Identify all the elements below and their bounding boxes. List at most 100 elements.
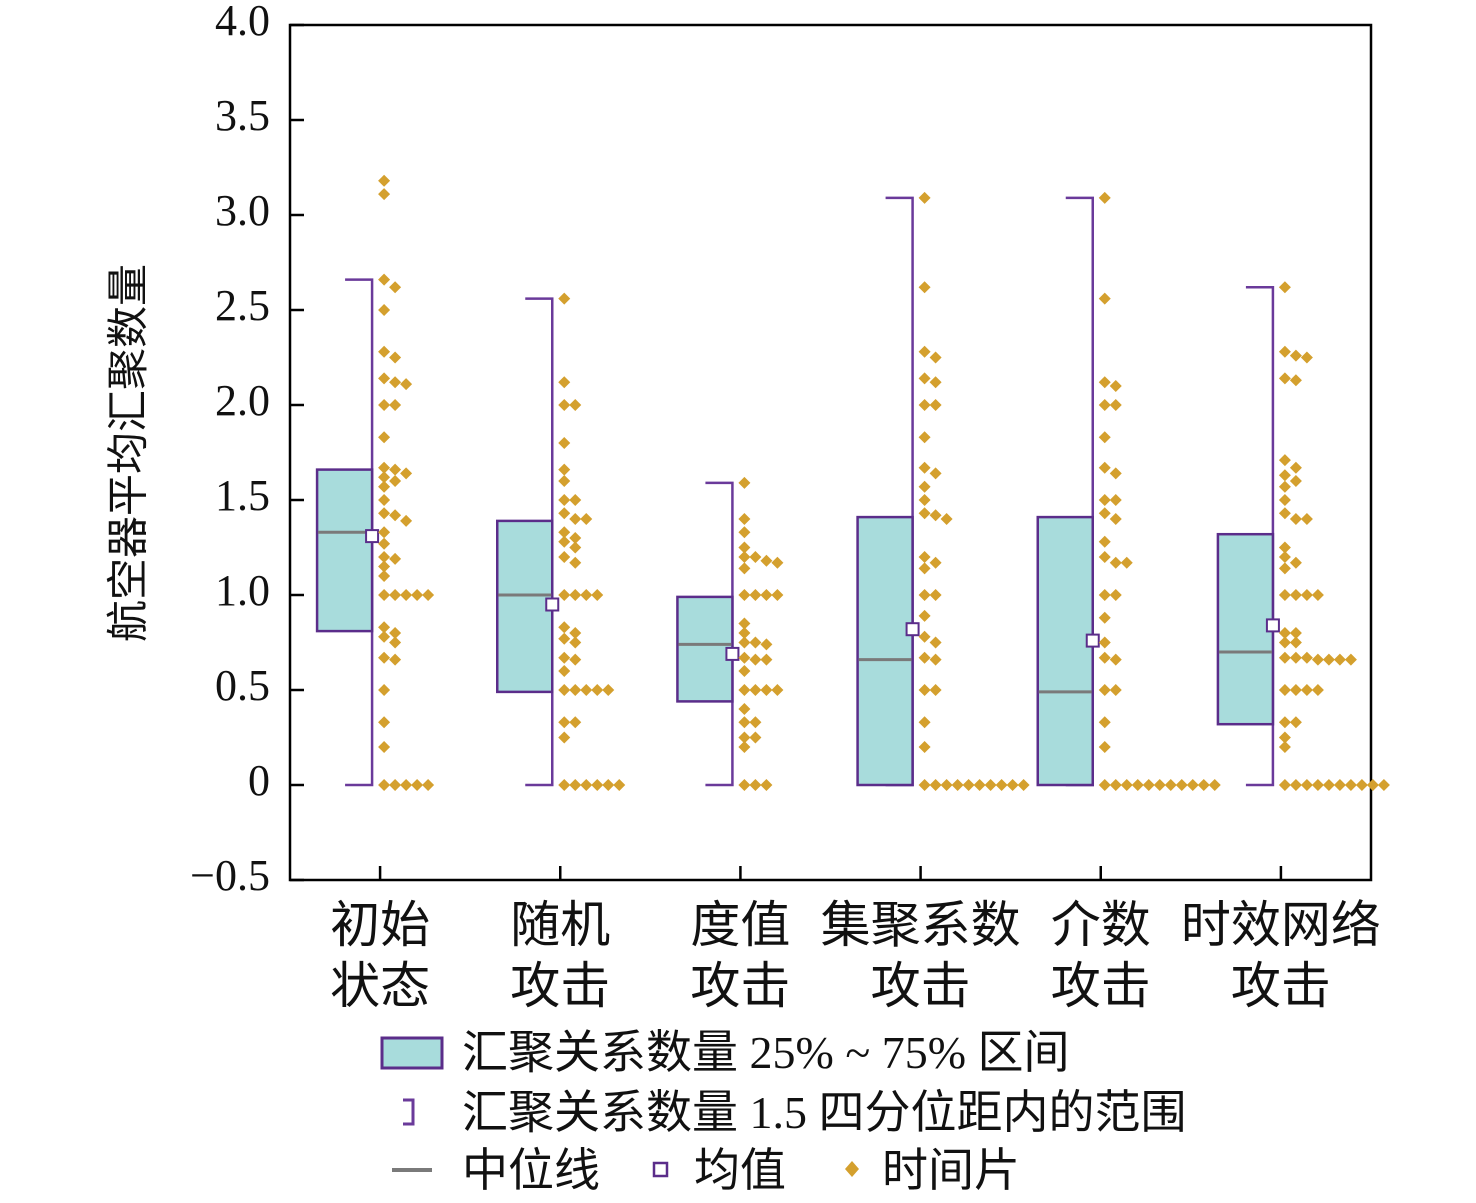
data-point (1098, 494, 1111, 506)
data-point (400, 779, 413, 791)
data-point (378, 494, 391, 506)
data-point (389, 589, 402, 601)
data-point (962, 779, 975, 791)
data-point (1289, 684, 1302, 696)
data-point (1278, 480, 1291, 493)
data-point (569, 494, 582, 506)
category-label: 度值 (690, 897, 790, 953)
data-point (1278, 372, 1291, 385)
data-point (1109, 589, 1122, 601)
data-point (558, 551, 571, 563)
data-point (918, 609, 931, 622)
data-point (580, 589, 593, 601)
data-point (389, 376, 402, 389)
data-point (569, 399, 582, 411)
data-point (918, 281, 931, 294)
category-label: 状态 (330, 958, 430, 1014)
y-tick-label: 3.0 (215, 186, 270, 235)
data-point (389, 399, 402, 411)
data-point (1300, 779, 1313, 791)
data-point (411, 589, 424, 601)
data-point (918, 684, 931, 696)
data-point (1098, 535, 1111, 548)
data-point (378, 431, 391, 444)
data-point (918, 551, 931, 563)
data-point (1289, 475, 1302, 487)
data-point (558, 779, 571, 791)
data-point (918, 461, 931, 474)
data-point (378, 188, 391, 201)
data-point (738, 651, 751, 664)
data-point (1197, 779, 1210, 791)
legend-whisker-label: 汇聚关系数量 1.5 四分位距内的范围 (462, 1087, 1187, 1138)
data-point (1098, 461, 1111, 474)
data-point (1289, 716, 1302, 729)
data-point (411, 779, 424, 791)
data-point (749, 636, 762, 649)
data-point (760, 684, 773, 696)
data-point (1300, 513, 1313, 525)
data-point (1098, 292, 1111, 305)
iqr-box (496, 519, 554, 694)
data-point (771, 556, 784, 569)
y-tick-label: 0 (248, 756, 270, 805)
data-point (929, 467, 942, 480)
data-point (558, 292, 571, 305)
data-point (1289, 374, 1302, 387)
data-point (749, 779, 762, 791)
data-point (929, 399, 942, 411)
iqr-box (315, 468, 374, 633)
data-point (378, 507, 391, 520)
data-point (1300, 651, 1313, 664)
data-point (929, 509, 942, 522)
data-point (1278, 716, 1291, 729)
data-point (738, 731, 751, 744)
data-point (1098, 431, 1111, 444)
category-label: 介数 (1051, 897, 1151, 953)
data-point (378, 461, 391, 474)
data-point (569, 589, 582, 601)
data-point (749, 716, 762, 729)
data-point (378, 589, 391, 601)
data-point (400, 589, 413, 601)
data-point (1278, 454, 1291, 467)
data-point (1289, 589, 1302, 601)
data-point (569, 627, 582, 639)
data-point (558, 399, 571, 411)
category-label: 攻击 (1051, 958, 1151, 1014)
mean-marker (725, 646, 740, 661)
data-point (918, 589, 931, 601)
data-point (1289, 651, 1302, 664)
data-point (1006, 779, 1019, 791)
mean-marker (365, 529, 380, 544)
data-point (389, 463, 402, 476)
data-point (1278, 281, 1291, 294)
data-point (558, 526, 571, 539)
data-point (1300, 351, 1313, 364)
data-point (1098, 741, 1111, 753)
data-point (558, 731, 571, 744)
data-point (1278, 541, 1291, 554)
data-point (569, 684, 582, 696)
y-tick-label: −0.5 (190, 851, 270, 900)
data-point (929, 351, 942, 364)
data-point (771, 589, 784, 601)
data-point (1120, 556, 1133, 569)
data-point (1164, 779, 1177, 791)
legend-mean-swatch (652, 1161, 669, 1178)
data-point (378, 304, 391, 316)
data-point (569, 779, 582, 791)
iqr-box (1216, 532, 1275, 726)
data-point (558, 463, 571, 476)
data-point (1278, 684, 1291, 696)
data-point (1333, 653, 1346, 666)
data-point (929, 556, 942, 569)
data-point (569, 513, 582, 525)
data-point (760, 638, 773, 651)
data-point (918, 507, 931, 520)
data-point (422, 779, 435, 791)
data-point (558, 475, 571, 487)
data-point (771, 684, 784, 696)
legend-points-swatch (845, 1161, 859, 1177)
data-point (984, 779, 997, 791)
